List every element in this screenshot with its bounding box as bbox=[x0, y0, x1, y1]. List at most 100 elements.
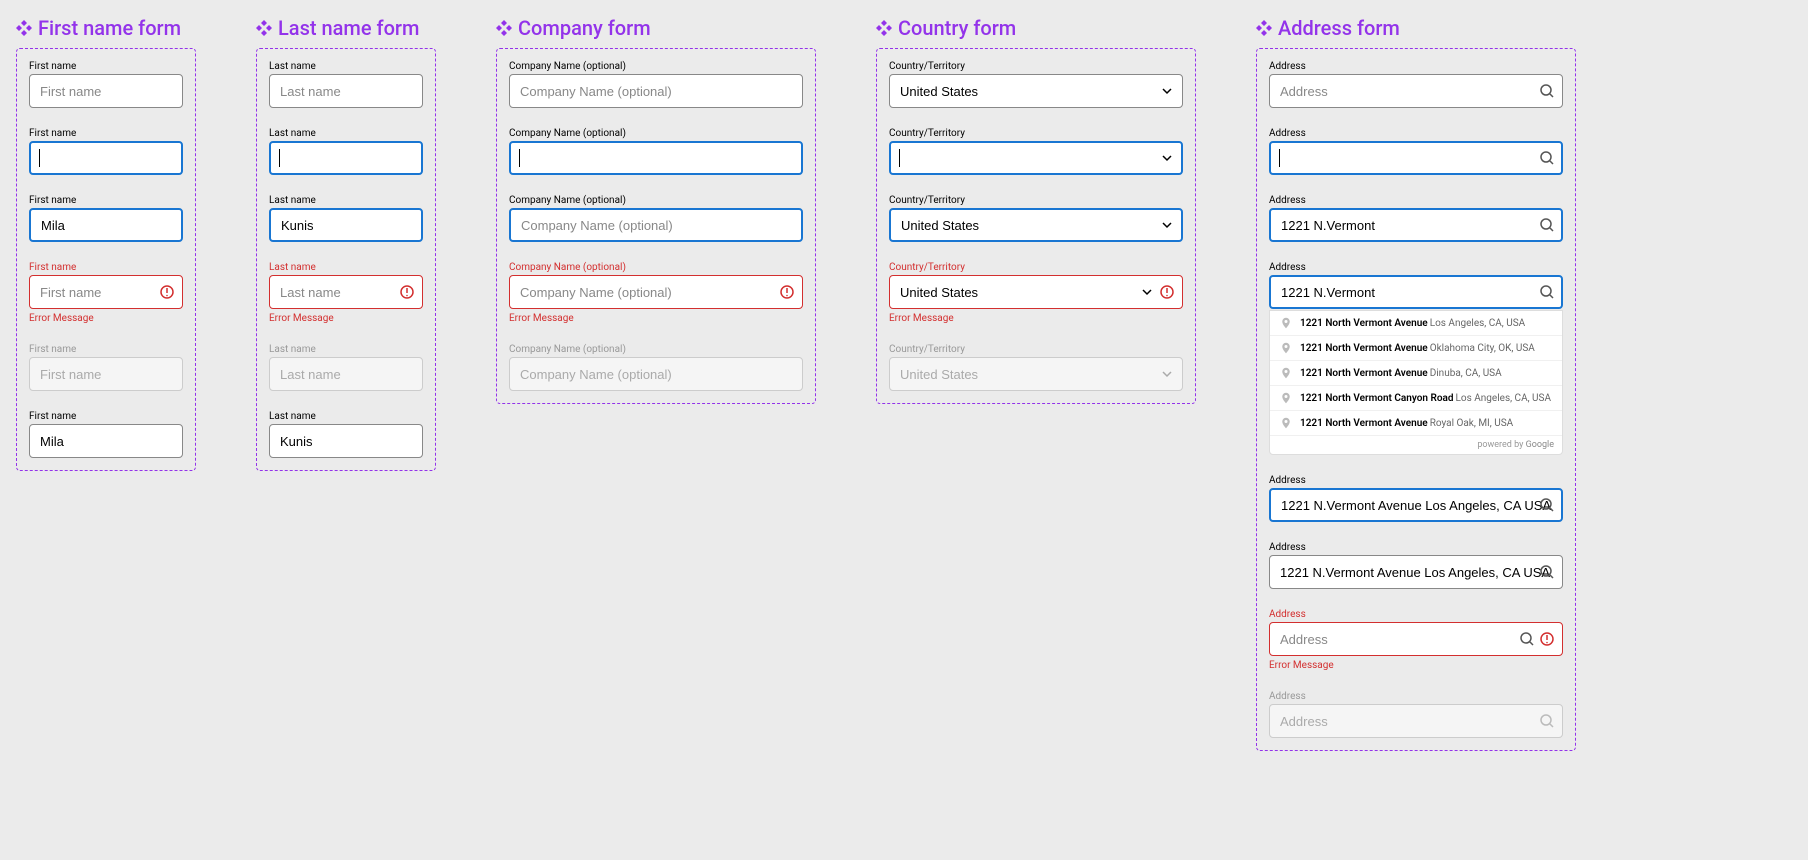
field-disabled: Last name bbox=[269, 344, 423, 391]
component-icon bbox=[876, 20, 892, 36]
country-select[interactable] bbox=[889, 141, 1183, 175]
pin-icon bbox=[1280, 317, 1292, 329]
error-icon bbox=[779, 284, 795, 300]
suggestion-item[interactable]: 1221 North Vermont AvenueOklahoma City, … bbox=[1270, 336, 1562, 361]
error-message: Error Message bbox=[269, 313, 423, 324]
address-group: Address form Address Address Address Ad bbox=[1256, 16, 1576, 751]
field-label: Address bbox=[1269, 195, 1563, 206]
company-input[interactable] bbox=[509, 275, 803, 309]
variants-container: Last name Last name Last name Last name … bbox=[256, 48, 436, 471]
pin-icon bbox=[1280, 342, 1292, 354]
powered-by: powered by Google bbox=[1270, 436, 1562, 454]
error-message: Error Message bbox=[29, 313, 183, 324]
field-label: Country/Territory bbox=[889, 128, 1183, 139]
field-focused-dropdown: Address 1221 North Vermont AvenueLos Ang… bbox=[1269, 262, 1563, 455]
field-default: Country/Territory bbox=[889, 61, 1183, 108]
field-disabled: Address bbox=[1269, 691, 1563, 738]
search-icon bbox=[1519, 631, 1535, 647]
suggestion-sub: Dinuba, CA, USA bbox=[1430, 368, 1502, 379]
field-focused-filled: First name bbox=[29, 195, 183, 242]
field-label: Address bbox=[1269, 475, 1563, 486]
search-icon bbox=[1539, 83, 1555, 99]
field-focused-partial: Address bbox=[1269, 195, 1563, 242]
field-disabled: Country/Territory bbox=[889, 344, 1183, 391]
field-label: Address bbox=[1269, 691, 1563, 702]
address-input[interactable] bbox=[1269, 275, 1563, 309]
firstname-input bbox=[29, 357, 183, 391]
field-focused-empty: Company Name (optional) bbox=[509, 128, 803, 175]
search-icon bbox=[1539, 564, 1555, 580]
lastname-input[interactable] bbox=[269, 424, 423, 458]
field-label: Company Name (optional) bbox=[509, 262, 803, 273]
pin-icon bbox=[1280, 417, 1292, 429]
suggestion-item[interactable]: 1221 North Vermont AvenueDinuba, CA, USA bbox=[1270, 361, 1562, 386]
field-focused-full: Address bbox=[1269, 475, 1563, 522]
address-input[interactable] bbox=[1269, 141, 1563, 175]
suggestion-item[interactable]: 1221 North Vermont AvenueRoyal Oak, MI, … bbox=[1270, 411, 1562, 436]
field-disabled: Company Name (optional) bbox=[509, 344, 803, 391]
field-filled: Last name bbox=[269, 411, 423, 458]
lastname-input[interactable] bbox=[269, 74, 423, 108]
search-icon bbox=[1539, 150, 1555, 166]
country-group: Country form Country/Territory Country/T… bbox=[876, 16, 1196, 404]
chevron-down-icon bbox=[1159, 366, 1175, 382]
suggestion-main: 1221 North Vermont Avenue bbox=[1300, 418, 1428, 429]
suggestion-sub: Royal Oak, MI, USA bbox=[1430, 418, 1513, 429]
lastname-input[interactable] bbox=[269, 141, 423, 175]
address-input bbox=[1269, 704, 1563, 738]
field-label: Last name bbox=[269, 344, 423, 355]
field-focused-filled: Company Name (optional) bbox=[509, 195, 803, 242]
group-title: Company form bbox=[518, 16, 651, 40]
address-input[interactable] bbox=[1269, 555, 1563, 589]
firstname-input[interactable] bbox=[29, 141, 183, 175]
firstname-input[interactable] bbox=[29, 208, 183, 242]
lastname-input[interactable] bbox=[269, 208, 423, 242]
field-label: Last name bbox=[269, 195, 423, 206]
variants-container: Company Name (optional) Company Name (op… bbox=[496, 48, 816, 404]
field-filled: Address bbox=[1269, 542, 1563, 589]
error-message: Error Message bbox=[889, 313, 1183, 324]
component-icon bbox=[256, 20, 272, 36]
suggestion-main: 1221 North Vermont Avenue bbox=[1300, 343, 1428, 354]
text-cursor bbox=[899, 149, 900, 167]
field-label: Country/Territory bbox=[889, 344, 1183, 355]
address-input[interactable] bbox=[1269, 74, 1563, 108]
firstname-input[interactable] bbox=[29, 424, 183, 458]
company-input[interactable] bbox=[509, 208, 803, 242]
company-input[interactable] bbox=[509, 74, 803, 108]
error-icon bbox=[159, 284, 175, 300]
firstname-input[interactable] bbox=[29, 74, 183, 108]
field-label: Address bbox=[1269, 542, 1563, 553]
field-label: Address bbox=[1269, 61, 1563, 72]
suggestion-item[interactable]: 1221 North Vermont AvenueLos Angeles, CA… bbox=[1270, 311, 1562, 336]
company-input[interactable] bbox=[509, 141, 803, 175]
field-error: Country/Territory Error Message bbox=[889, 262, 1183, 324]
group-header: Country form bbox=[876, 16, 1196, 40]
country-select bbox=[889, 357, 1183, 391]
group-header: Company form bbox=[496, 16, 816, 40]
address-input[interactable] bbox=[1269, 208, 1563, 242]
field-focused-empty: Address bbox=[1269, 128, 1563, 175]
pin-icon bbox=[1280, 392, 1292, 404]
chevron-down-icon bbox=[1159, 217, 1175, 233]
field-label: First name bbox=[29, 344, 183, 355]
field-error: First name Error Message bbox=[29, 262, 183, 324]
group-header: Last name form bbox=[256, 16, 436, 40]
suggestion-item[interactable]: 1221 North Vermont Canyon RoadLos Angele… bbox=[1270, 386, 1562, 411]
company-input bbox=[509, 357, 803, 391]
address-input[interactable] bbox=[1269, 488, 1563, 522]
field-label: Last name bbox=[269, 61, 423, 72]
component-icon bbox=[1256, 20, 1272, 36]
autocomplete-dropdown: 1221 North Vermont Avenue Los Angeles, CA… bbox=[1269, 310, 1563, 455]
group-title: Country form bbox=[898, 16, 1016, 40]
lastname-group: Last name form Last name Last name Last … bbox=[256, 16, 436, 471]
field-error: Last name Error Message bbox=[269, 262, 423, 324]
field-label: First name bbox=[29, 195, 183, 206]
country-select[interactable] bbox=[889, 74, 1183, 108]
suggestion-sub: Los Angeles, CA, USA bbox=[1430, 318, 1525, 329]
component-icon bbox=[496, 20, 512, 36]
country-select[interactable] bbox=[889, 208, 1183, 242]
chevron-down-icon bbox=[1159, 83, 1175, 99]
field-label: Company Name (optional) bbox=[509, 344, 803, 355]
field-label: Last name bbox=[269, 128, 423, 139]
